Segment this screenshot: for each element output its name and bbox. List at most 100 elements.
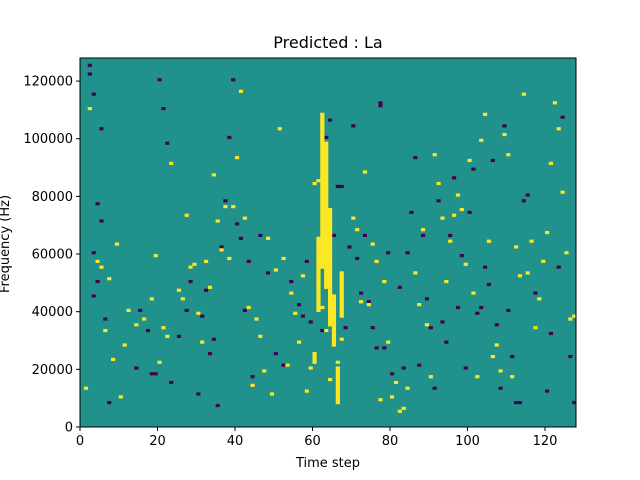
heatmap-cell-high (331, 323, 337, 327)
heatmap-cell-low (521, 199, 526, 203)
heatmap-cell-high (200, 340, 205, 344)
heatmap-cell-high (436, 181, 441, 186)
heatmap-cell-high (328, 233, 333, 238)
heatmap-cell-low (289, 279, 294, 284)
heatmap-cell-high (331, 317, 337, 321)
heatmap-cell-high (331, 328, 337, 333)
heatmap-cell-high (320, 305, 325, 310)
heatmap-cell-high (328, 291, 333, 295)
heatmap-cell-high (149, 297, 154, 301)
heatmap-cell-low (184, 308, 189, 312)
heatmap-cell-high (331, 334, 337, 338)
heatmap-cell-high (320, 161, 325, 165)
heatmap-cell-high (335, 395, 340, 399)
heatmap-cell-high (568, 317, 573, 321)
heatmap-cell-high (324, 141, 329, 145)
heatmap-cell-high (339, 274, 344, 278)
heatmap-cell-high (366, 303, 371, 307)
heatmap-cell-high (324, 268, 329, 272)
heatmap-cell-low (517, 401, 523, 405)
heatmap-cell-low (273, 352, 278, 356)
heatmap-cell-high (382, 279, 387, 284)
heatmap-cell-high (331, 297, 337, 301)
heatmap-cell-high (320, 147, 325, 151)
heatmap-cell-high (421, 228, 426, 232)
heatmap-cell-high (331, 343, 337, 347)
heatmap-cell-low (359, 291, 364, 295)
heatmap-cell-low (250, 375, 255, 379)
x-tick-label: 40 (227, 434, 244, 449)
heatmap-cell-high (316, 291, 321, 295)
heatmap-cell-high (324, 173, 329, 177)
heatmap-cell-low (452, 176, 457, 180)
heatmap-cell-low (99, 219, 104, 223)
heatmap-cell-high (339, 314, 344, 318)
heatmap-cell-high (390, 395, 395, 399)
heatmap-cell-high (242, 216, 247, 220)
heatmap-cell-high (324, 196, 329, 200)
heatmap-cell-high (320, 236, 325, 240)
heatmap-cell-high (316, 248, 321, 252)
heatmap-cell-high (289, 291, 294, 295)
heatmap-cell-high (320, 239, 325, 243)
heatmap-cell-low (421, 233, 426, 238)
heatmap-cell-high (328, 219, 333, 223)
heatmap-cell-low (436, 199, 441, 203)
heatmap-cell-low (498, 386, 503, 390)
heatmap-cell-high (328, 294, 333, 298)
heatmap-cell-high (320, 167, 325, 171)
x-tick-label: 60 (304, 434, 321, 449)
heatmap-cell-high (254, 317, 259, 321)
y-tick-label: 120000 (23, 75, 73, 90)
heatmap-cell-high (269, 392, 275, 396)
heatmap-cell-high (463, 262, 468, 266)
heatmap-cell-high (320, 213, 325, 217)
heatmap-cell-low (95, 202, 100, 206)
heatmap-cell-high (413, 271, 418, 275)
heatmap-cell-low (196, 392, 201, 396)
heatmap-cell-high (328, 317, 333, 321)
heatmap-cell-high (328, 239, 333, 243)
heatmap-cell-high (238, 89, 244, 93)
heatmap-cell-high (320, 173, 325, 177)
heatmap-cell-high (328, 256, 333, 261)
heatmap-cell-high (328, 297, 333, 301)
heatmap-cell-high (339, 300, 344, 304)
heatmap-cell-high (184, 213, 189, 217)
heatmap-cell-high (556, 127, 561, 131)
heatmap-cell-high (335, 389, 340, 393)
heatmap-cell-high (204, 259, 209, 263)
heatmap-cell-high (293, 311, 298, 315)
heatmap-cell-high (320, 181, 325, 186)
heatmap-cell-high (324, 205, 329, 209)
heatmap-cell-high (324, 248, 329, 252)
heatmap-cell-low (95, 279, 100, 284)
heatmap-cell-low (138, 308, 143, 312)
heatmap-cell-high (494, 343, 499, 347)
heatmap-cell-high (328, 225, 333, 229)
heatmap-cell-high (324, 233, 329, 238)
heatmap-cell-high (231, 205, 236, 209)
heatmap-cell-low (448, 233, 453, 238)
heatmap-cell-high (560, 190, 565, 194)
heatmap-cell-high (552, 101, 557, 105)
heatmap-cell-low (165, 141, 170, 145)
heatmap-cell-high (386, 340, 391, 344)
heatmap-cell-high (320, 228, 325, 232)
heatmap-cell-high (339, 305, 344, 310)
heatmap-cell-high (475, 375, 480, 379)
heatmap-cell-high (320, 207, 325, 212)
heatmap-cell-high (498, 369, 503, 373)
heatmap-cell-high (324, 187, 329, 191)
x-tick-label: 80 (382, 434, 399, 449)
heatmap-cell-high (196, 311, 201, 315)
heatmap-cell-high (312, 181, 317, 186)
heatmap-cell-high (324, 144, 329, 148)
heatmap-cell-high (320, 150, 325, 154)
heatmap-cell-low (188, 279, 193, 284)
heatmap-cell-high (211, 173, 216, 177)
heatmap-cell-low (235, 222, 240, 226)
heatmap-cell-high (328, 279, 333, 284)
heatmap-cell-high (320, 170, 325, 174)
